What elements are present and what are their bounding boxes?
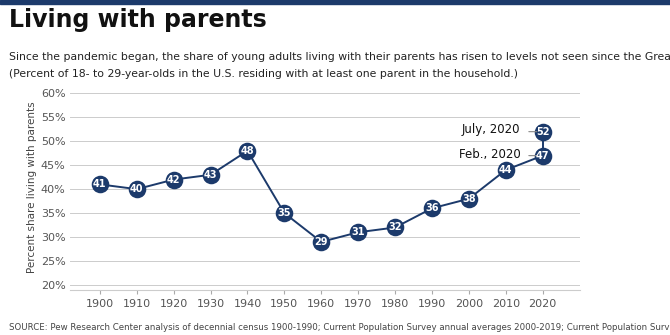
Text: 35: 35: [277, 208, 291, 218]
Text: 36: 36: [425, 203, 439, 213]
Point: [242, 148, 253, 153]
Text: 41: 41: [93, 179, 107, 189]
Text: 31: 31: [351, 227, 365, 237]
Point: [316, 239, 326, 245]
Point: [353, 229, 364, 235]
Text: 42: 42: [167, 175, 180, 185]
Point: [94, 182, 105, 187]
Point: [131, 187, 142, 192]
Text: 29: 29: [314, 237, 328, 247]
Text: 44: 44: [499, 165, 513, 175]
Point: [537, 129, 548, 134]
Point: [500, 167, 511, 173]
Point: [279, 210, 289, 216]
Text: (Percent of 18- to 29-year-olds in the U.S. residing with at least one parent in: (Percent of 18- to 29-year-olds in the U…: [9, 69, 518, 79]
Point: [427, 206, 438, 211]
Text: SOURCE: Pew Research Center analysis of decennial census 1900-1990; Current Popu: SOURCE: Pew Research Center analysis of …: [9, 323, 670, 332]
Text: 40: 40: [130, 184, 143, 194]
Point: [464, 196, 474, 201]
Text: 47: 47: [536, 151, 549, 160]
Point: [390, 225, 401, 230]
Text: 52: 52: [536, 127, 549, 137]
Y-axis label: Percent share living with parents: Percent share living with parents: [27, 101, 37, 273]
Point: [168, 177, 179, 182]
Point: [537, 153, 548, 158]
Text: 43: 43: [204, 170, 217, 180]
Text: 32: 32: [389, 222, 402, 232]
Text: Living with parents: Living with parents: [9, 8, 267, 32]
Text: Feb., 2020: Feb., 2020: [459, 148, 521, 161]
Point: [205, 172, 216, 178]
Text: July, 2020: July, 2020: [462, 123, 521, 136]
Text: 38: 38: [462, 194, 476, 204]
Text: Since the pandemic began, the share of young adults living with their parents ha: Since the pandemic began, the share of y…: [9, 52, 670, 62]
Text: 48: 48: [241, 146, 255, 156]
